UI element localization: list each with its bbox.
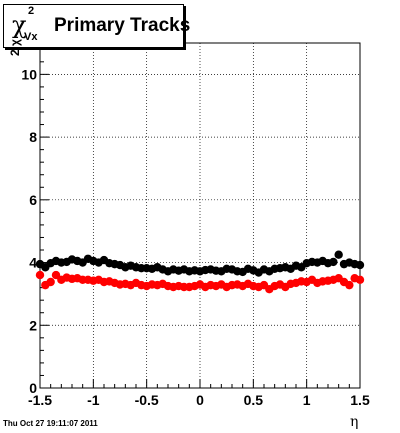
series-1-point	[329, 257, 338, 267]
y-tick-label: 6	[29, 192, 37, 208]
timestamp: Thu Oct 27 19:11:07 2011	[3, 419, 98, 428]
series-2-point	[35, 270, 45, 280]
marker-layer	[35, 250, 365, 294]
title-text: Primary Tracks	[54, 15, 191, 36]
x-tick-label: 0	[196, 392, 204, 408]
series-2-point	[46, 277, 55, 287]
x-tick-label: -0.5	[135, 392, 159, 408]
series-2-point	[355, 275, 365, 284]
tick-layer	[39, 48, 361, 389]
title-superscript: 2	[28, 5, 35, 17]
series-1-point	[334, 250, 343, 259]
series-2-point	[345, 280, 354, 290]
title-subscript: Vx	[24, 31, 38, 43]
x-tick-label: -1.5	[28, 392, 52, 408]
plot-title-box: χ 2 Vx Primary Tracks	[3, 4, 190, 48]
y-tick-label: 8	[29, 129, 37, 145]
x-tick-label: 0.5	[244, 392, 264, 408]
title-symbol: χ	[12, 11, 27, 39]
y-axis-title: 2 χ	[8, 39, 22, 56]
y-tick-label: 4	[29, 255, 37, 271]
x-tick-label: -1	[87, 392, 100, 408]
y-tick-label: 2	[29, 317, 37, 333]
x-axis-title: η	[350, 414, 359, 430]
y-axis-title-superscript: 2	[8, 49, 22, 56]
y-axis-title-symbol: χ	[8, 39, 22, 46]
x-tick-label: 1.5	[350, 392, 370, 408]
tick-label-layer: -1.5 -1 -0.5 0 0.5 1 1.5 0 2 4 6 8 10	[21, 66, 370, 408]
y-tick-label: 10	[21, 66, 37, 82]
y-tick-label: 0	[29, 380, 37, 396]
series-1-point	[355, 260, 365, 270]
grid-layer	[40, 43, 360, 388]
x-tick-label: 1	[303, 392, 311, 408]
